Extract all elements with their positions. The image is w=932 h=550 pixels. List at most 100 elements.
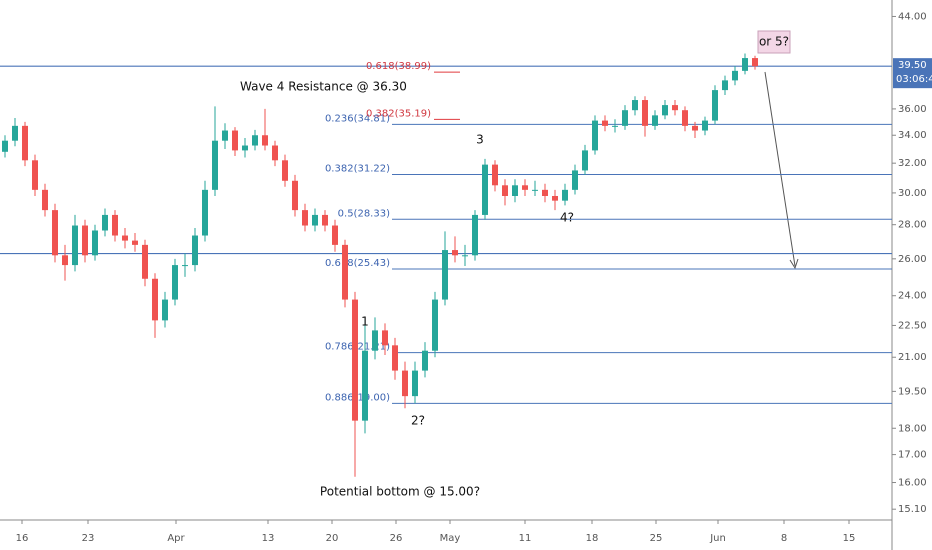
candle-body: [62, 255, 68, 266]
candle-body: [452, 250, 458, 256]
fib-label-red: 0.382(35.19): [366, 108, 431, 119]
y-tick-label: 34.00: [898, 130, 927, 141]
candle-body: [422, 350, 428, 371]
arrow-head: [789, 258, 799, 270]
y-tick-label: 24.00: [898, 291, 927, 302]
y-tick-label: 18.00: [898, 423, 927, 434]
candle-body: [552, 195, 558, 201]
candle-body: [152, 278, 158, 321]
x-tick-label: 20: [326, 533, 339, 544]
candle-body: [722, 80, 728, 91]
candle-body: [602, 120, 608, 126]
annotation: 2?: [411, 414, 425, 428]
candle-body: [202, 189, 208, 236]
candle-body: [392, 345, 398, 371]
candle-body: [332, 225, 338, 245]
candle-body: [292, 180, 298, 211]
candle-body: [372, 330, 378, 351]
fib-label: 0.236(34.81): [325, 113, 390, 124]
candle-body: [252, 135, 258, 146]
candle-body: [2, 140, 8, 152]
candle-body: [12, 125, 18, 141]
x-tick-label: 26: [390, 533, 403, 544]
x-tick-label: 15: [843, 533, 856, 544]
candle-body: [572, 170, 578, 190]
candle-body: [512, 185, 518, 196]
y-tick-label: 36.00: [898, 104, 927, 115]
candle-body: [712, 90, 718, 121]
candle-body: [492, 164, 498, 186]
candle-body: [672, 105, 678, 111]
candle-body: [472, 214, 478, 256]
candle-body: [432, 299, 438, 351]
x-tick-label: 13: [262, 533, 275, 544]
candle-body: [642, 100, 648, 126]
candle-body: [412, 370, 418, 397]
candle-body: [662, 105, 668, 116]
candle-body: [52, 210, 58, 256]
y-tick-label: 15.10: [898, 504, 927, 515]
candle-body: [42, 189, 48, 211]
fib-label-red: 0.618(38.99): [366, 61, 431, 72]
fib-label: 0.5(28.33): [338, 208, 390, 219]
x-tick-label: 8: [781, 533, 787, 544]
y-tick-label: 26.00: [898, 254, 927, 265]
y-tick-label: 28.00: [898, 220, 927, 231]
candle-body: [302, 210, 308, 226]
fib-label: 0.618(25.43): [325, 258, 390, 269]
y-tick-label: 17.00: [898, 450, 927, 461]
candle-body: [122, 235, 128, 241]
x-tick-label: 11: [519, 533, 532, 544]
candle-body: [132, 240, 138, 245]
y-tick-label: 30.00: [898, 188, 927, 199]
candle-body: [562, 189, 568, 201]
candle-body: [72, 225, 78, 266]
candle-body: [442, 250, 448, 300]
candle-body: [652, 115, 658, 126]
candle-body: [742, 58, 748, 71]
y-tick-label: 22.50: [898, 320, 927, 331]
candle-body: [482, 164, 488, 215]
x-tick-label: 16: [16, 533, 29, 544]
candle-body: [622, 110, 628, 126]
candle-body: [232, 130, 238, 151]
arrow: [764, 71, 796, 267]
annotation: Wave 4 Resistance @ 36.30: [240, 80, 407, 94]
annotation-box: [757, 30, 791, 54]
candle-body: [22, 125, 28, 161]
candle-body: [182, 265, 188, 267]
y-tick-label: 32.00: [898, 158, 927, 169]
candle-body: [312, 214, 318, 226]
candle-body: [162, 299, 168, 321]
y-tick-label: 21.00: [898, 352, 927, 363]
candle-body: [502, 185, 508, 196]
x-tick-label: May: [440, 533, 461, 544]
last-price-label: 39.50: [898, 60, 927, 71]
candle-body: [542, 189, 548, 196]
candle-body: [282, 160, 288, 181]
candle-body: [172, 265, 178, 300]
x-tick-label: Apr: [167, 533, 185, 544]
candle-body: [402, 370, 408, 397]
candle-body: [82, 225, 88, 256]
candle-body: [732, 70, 738, 81]
candle-body: [322, 214, 328, 226]
x-tick-label: 18: [586, 533, 599, 544]
candle-body: [32, 160, 38, 190]
candle-body: [352, 299, 358, 421]
candle-body: [462, 255, 468, 257]
x-tick-label: 23: [82, 533, 95, 544]
y-tick-label: 16.00: [898, 478, 927, 489]
last-price-box: [893, 58, 932, 89]
candle-body: [342, 244, 348, 300]
candle-body: [212, 140, 218, 190]
candle-body: [752, 58, 758, 67]
candle-body: [382, 330, 388, 346]
x-tick-label: Jun: [709, 533, 726, 544]
fib-label: 0.382(31.22): [325, 164, 390, 175]
annotation: or 5?: [759, 35, 789, 49]
candle-body: [682, 110, 688, 126]
candle-body: [92, 230, 98, 256]
candle-body: [582, 150, 588, 171]
